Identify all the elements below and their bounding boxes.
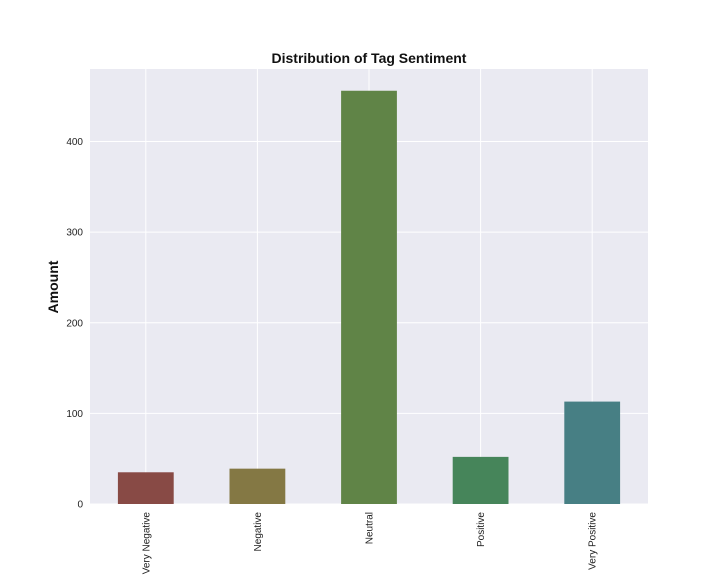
y-tick-label: 300	[66, 228, 83, 239]
bar-positive	[452, 456, 509, 504]
x-tick-label: Positive	[476, 512, 487, 547]
x-tick-label: Very Negative	[141, 512, 152, 575]
x-tick-label: Neutral	[365, 512, 376, 544]
x-tick-label: Negative	[253, 512, 264, 552]
y-tick-label: 100	[66, 409, 83, 420]
bar-negative	[229, 468, 286, 504]
y-tick-label: 400	[66, 137, 83, 148]
bar-neutral	[341, 90, 397, 504]
bar-very-positive	[564, 401, 621, 504]
x-tick-label: Very Positive	[588, 512, 599, 570]
x-axis-ticks: Very Negative Negative Neutral Positive Very…	[141, 512, 598, 575]
y-axis-ticks: 0 100 200 300 400	[66, 137, 83, 511]
y-tick-label: 200	[66, 318, 83, 329]
y-axis-label: Amount	[45, 260, 61, 313]
bars	[117, 90, 621, 504]
chart-title: Distribution of Tag Sentiment	[272, 50, 467, 66]
bar-very-negative	[117, 472, 174, 504]
y-tick-label: 0	[77, 500, 83, 511]
